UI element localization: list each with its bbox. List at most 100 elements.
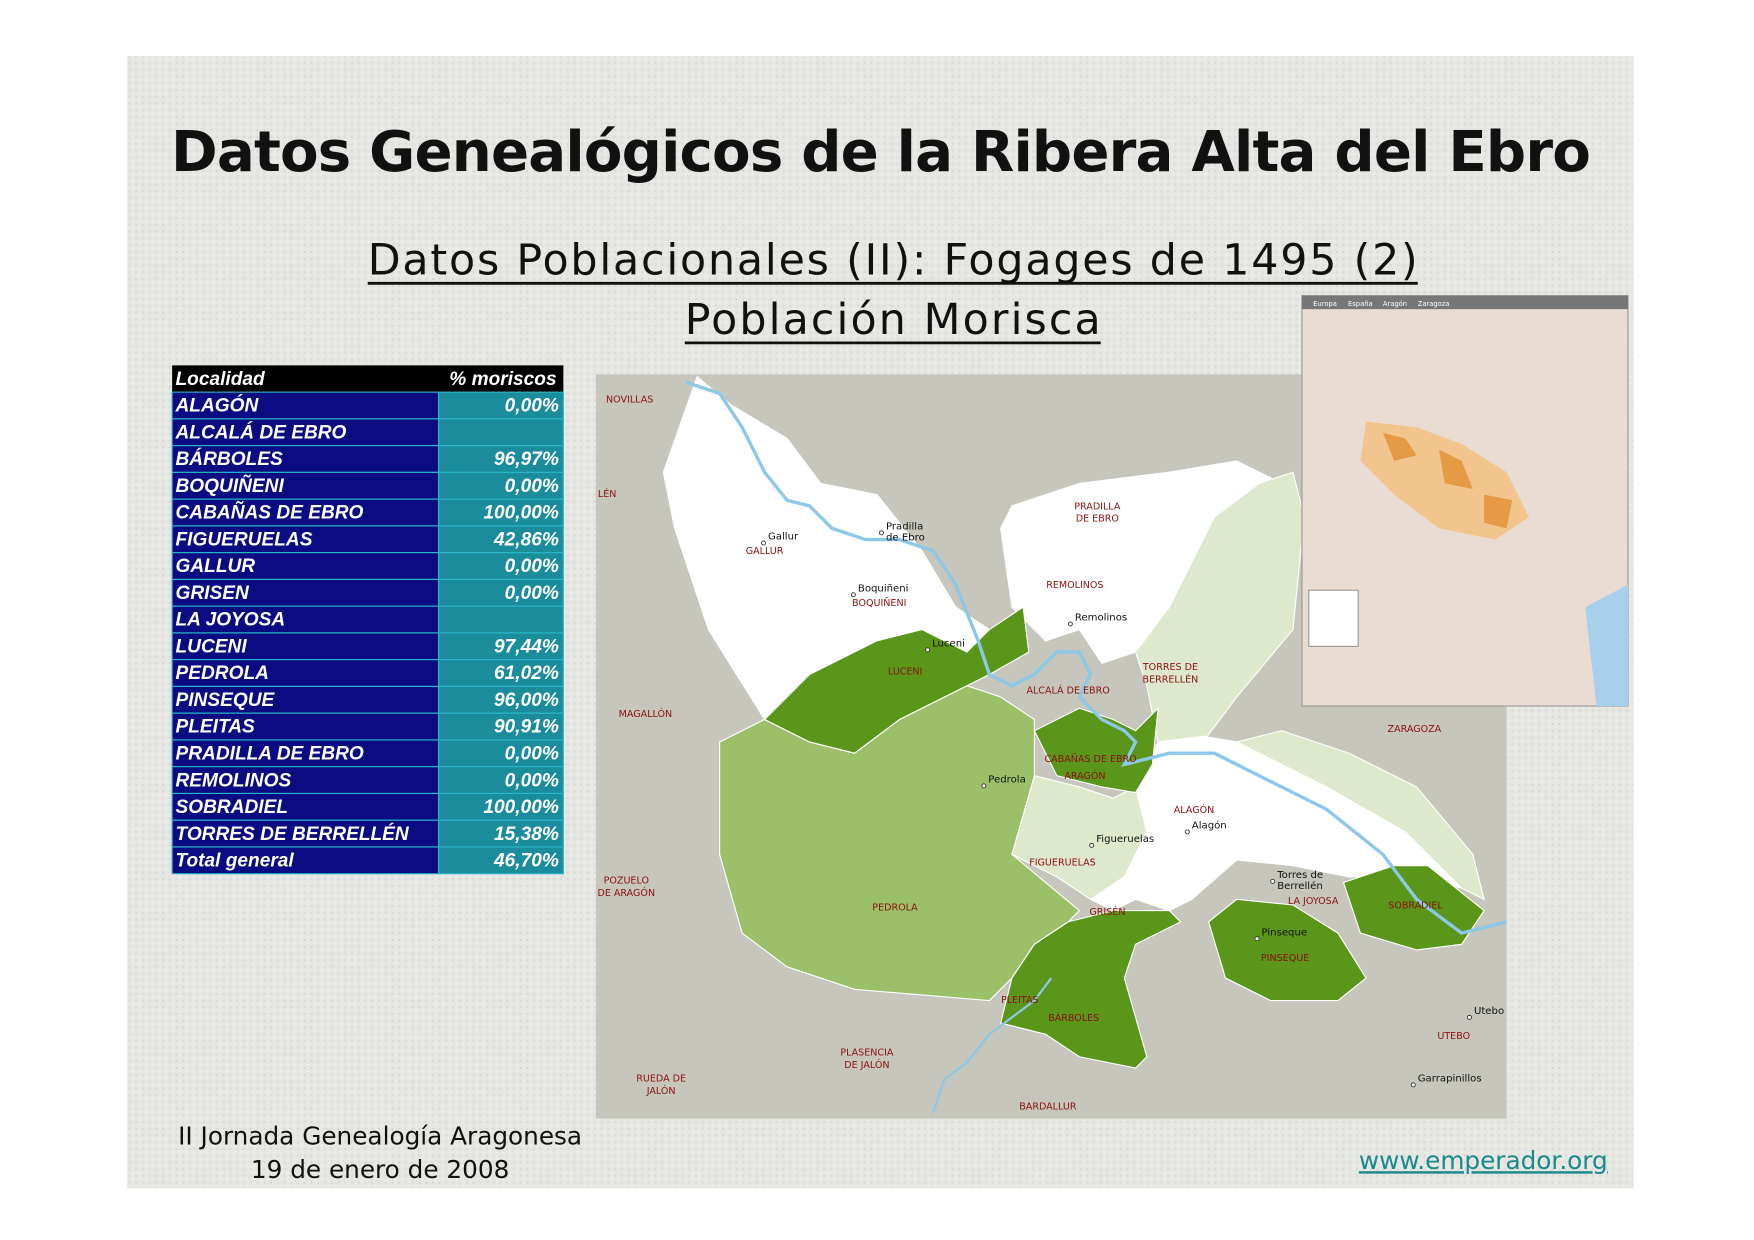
percentage: 42,86% [493, 529, 559, 550]
value-cell [437, 659, 564, 688]
inset-sea [1585, 584, 1628, 707]
inset-tab: Aragón [1383, 300, 1407, 308]
inset-tab: Europa [1313, 300, 1337, 308]
name-cell [171, 471, 440, 500]
town-dot [1270, 878, 1276, 884]
map-regions [662, 375, 1485, 1069]
percentage: 0,00% [505, 744, 559, 765]
percentage: 15,38% [494, 824, 559, 845]
inset-map: Europa España Aragón Zaragoza [1301, 295, 1629, 707]
value-cell [437, 445, 564, 473]
locality: GALLUR [175, 556, 255, 577]
name-cell [171, 498, 440, 527]
town-label: Pedrola [988, 774, 1026, 785]
town-label: Berrellén [1277, 880, 1323, 892]
name-cell [171, 391, 440, 420]
area-label: FIGUERUELAS [1029, 858, 1096, 869]
locality: TORRES DE BERRELLÉN [175, 823, 409, 845]
column-header: Localidad [175, 369, 265, 390]
subtitle: Población Morisca [685, 295, 1101, 345]
town-dot [925, 647, 931, 653]
area-label: PLEITAS [1001, 995, 1039, 1006]
region [1134, 471, 1305, 743]
town-dot [1254, 936, 1260, 942]
town-dot [1089, 842, 1095, 848]
name-cell [171, 578, 440, 607]
town-dot [1184, 829, 1190, 835]
town-dot [850, 592, 856, 598]
locality: ALAGÓN [174, 395, 259, 417]
town-label: Alagón [1192, 820, 1227, 832]
town-label: Gallur [768, 532, 799, 543]
locality: SOBRADIEL [175, 797, 288, 818]
percentage: 96,00% [494, 690, 559, 711]
area-label: PRADILLA [1074, 501, 1121, 512]
locality: LUCENI [175, 636, 247, 657]
area-label: BARDALLUR [1019, 1102, 1077, 1113]
name-cell [171, 766, 440, 795]
locality: ALCALÁ DE EBRO [174, 421, 346, 443]
area-label: RUEDA DE [636, 1073, 686, 1084]
table-header [172, 365, 564, 393]
town-label: Figueruelas [1096, 834, 1154, 845]
percentage: 0,00% [505, 583, 559, 604]
inset-legend [1308, 589, 1359, 647]
area-label: DE EBRO [1076, 514, 1119, 525]
locality: BÁRBOLES [175, 448, 282, 470]
town-dot [879, 530, 884, 536]
percentage: 0,00% [505, 770, 559, 791]
area-label: BOQUIÑENI [852, 598, 906, 609]
subtitle: Datos Poblacionales (II): Fogages de 149… [368, 235, 1418, 285]
river [685, 380, 1507, 935]
town-label: Remolinos [1075, 613, 1127, 624]
value-cell [437, 605, 564, 634]
town-dot [1466, 1014, 1472, 1020]
town-label: Pradilla [886, 522, 923, 533]
locality: PLEITAS [175, 717, 255, 738]
table: Localidad % moriscos ALAGÓN 0,00% ALCALÁ DE … [171, 365, 564, 875]
value-cell [437, 418, 564, 447]
percentage: 0,00% [505, 396, 559, 417]
name-cell [171, 605, 440, 634]
area-label: TORRES DE [1142, 662, 1198, 673]
name-cell [171, 846, 440, 875]
region [1342, 865, 1485, 951]
percentage: 61,02% [494, 663, 559, 684]
town-dot [1067, 621, 1073, 627]
area-label: CABAÑAS DE EBRO [1044, 754, 1136, 765]
name-cell [171, 712, 440, 741]
value-cell [437, 525, 564, 554]
area-label: PINSEQUE [1261, 953, 1309, 964]
area-label: LA JOYOSA [1288, 896, 1339, 907]
area-label: PLASENCIA [840, 1048, 894, 1059]
town-label: de Ebro [886, 533, 925, 544]
area-label: JALÓN [646, 1085, 676, 1097]
area-label: PEDROLA [872, 903, 918, 914]
area-label: LÉN [598, 488, 617, 500]
area-label: ARAGÓN [1064, 770, 1105, 782]
name-cell [171, 632, 440, 661]
value-cell [437, 471, 564, 500]
percentage: 96,97% [494, 449, 559, 470]
title: Datos Genealógicos de la Ribera Alta del… [171, 120, 1591, 185]
footer-text: 19 de enero de 2008 [251, 1155, 509, 1184]
percentage: 0,00% [505, 556, 559, 577]
locality: Total general [175, 851, 294, 872]
inset-toolbar [1301, 295, 1628, 310]
percentage: 100,00% [483, 503, 558, 524]
percentage: 100,00% [483, 797, 558, 818]
value-cell [437, 819, 564, 848]
name-cell [171, 739, 440, 768]
area-label: BERRELLÉN [1143, 673, 1199, 685]
area-label: MAGALLÓN [619, 708, 672, 720]
town-label: Utebo [1474, 1006, 1504, 1017]
locality: REMOLINOS [175, 770, 291, 791]
area-label: GALLUR [746, 546, 784, 557]
url[interactable]: www.emperador.org [1359, 1146, 1608, 1175]
value-cell [437, 846, 564, 875]
town-label: Boquiñeni [858, 583, 909, 594]
footer-text: II Jornada Genealogía Aragonesa [178, 1121, 582, 1150]
area-label: DE JALÓN [844, 1059, 889, 1071]
